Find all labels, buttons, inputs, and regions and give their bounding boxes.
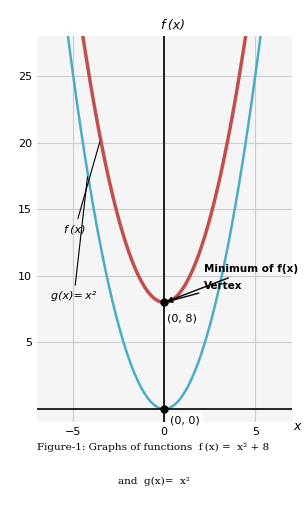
Text: (0, 8): (0, 8) [167,313,197,323]
Text: Vertex: Vertex [169,281,243,302]
Text: (0, 0): (0, 0) [170,416,200,425]
Text: and  g(x)=  x²: and g(x)= x² [118,476,189,486]
Text: f (x): f (x) [64,142,100,234]
Text: Figure-1: Graphs of functions  f (x) =  x² + 8: Figure-1: Graphs of functions f (x) = x²… [37,443,270,452]
Text: f (x): f (x) [161,19,185,32]
Text: g(x)= x²: g(x)= x² [51,177,97,301]
Text: Minimum of f(x): Minimum of f(x) [168,264,298,301]
Text: x: x [293,420,301,433]
